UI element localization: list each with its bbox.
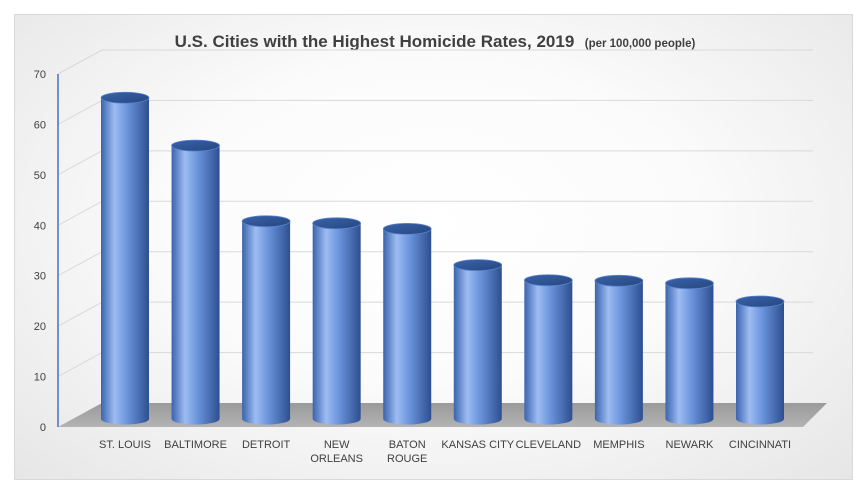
x-tick-label: NEW ORLEANS: [310, 439, 363, 465]
bar-cincinnati: [735, 295, 785, 425]
bar-kansas-city: [453, 259, 503, 425]
gridline: [57, 251, 103, 277]
y-tick-label: 10: [34, 372, 46, 384]
y-tick-label: 20: [34, 321, 46, 333]
bar-body: [171, 145, 220, 425]
bar-st-louis: [100, 91, 150, 425]
bar-baltimore: [171, 139, 220, 425]
chart-title-sub: (per 100,000 people): [585, 38, 696, 50]
x-tick-label: BATON ROUGE: [387, 439, 427, 465]
bar-baton-rouge: [382, 222, 432, 425]
bar-top: [100, 91, 150, 104]
bar-body: [383, 228, 432, 425]
bar-body: [242, 221, 291, 425]
bar-body: [101, 97, 149, 425]
x-tick-label: CINCINNATI: [729, 439, 791, 451]
x-tick-label: BALTIMORE: [164, 439, 227, 451]
y-tick-label: 0: [40, 422, 46, 434]
x-tick-label: ST. LOUIS: [99, 439, 151, 451]
bar-top: [241, 215, 291, 228]
gridline: [57, 200, 103, 226]
bar-cleveland: [523, 274, 573, 425]
bar-newark: [665, 277, 714, 425]
gridline: [57, 49, 103, 75]
bar-top: [453, 259, 503, 272]
bar-detroit: [241, 215, 291, 425]
y-tick-label: 40: [34, 220, 46, 232]
y-tick-label: 60: [34, 119, 46, 131]
gridline: [57, 301, 103, 327]
gridline: [57, 99, 103, 125]
x-tick-label: NEWARK: [666, 439, 715, 451]
gridline: [57, 150, 103, 176]
x-axis-labels: ST. LOUIS BALTIMORE DETROIT NEW ORLEANS BATON…: [99, 439, 791, 465]
bar-top: [312, 217, 362, 230]
gridlines: [57, 49, 813, 378]
bar-top: [735, 295, 785, 308]
gridline: [57, 352, 103, 378]
bar-body: [453, 265, 502, 425]
bar-chart: U.S. Cities with the Highest Homicide Ra…: [34, 32, 827, 465]
x-tick-label: KANSAS CITY: [441, 439, 514, 451]
y-tick-label: 30: [34, 271, 46, 283]
bars: [100, 91, 785, 425]
bar-body: [665, 283, 714, 425]
x-tick-label: MEMPHIS: [593, 439, 644, 451]
bar-memphis: [594, 274, 644, 425]
chart-title: U.S. Cities with the Highest Homicide Ra…: [175, 32, 696, 51]
bar-body: [736, 301, 784, 425]
x-tick-label: CLEVELAND: [516, 439, 581, 451]
chart-title-main: U.S. Cities with the Highest Homicide Ra…: [175, 32, 575, 51]
bar-top: [523, 274, 573, 287]
y-tick-label: 50: [34, 170, 46, 182]
chart-area: U.S. Cities with the Highest Homicide Ra…: [14, 14, 853, 480]
bar-new-orleans: [312, 217, 362, 425]
bar-body: [594, 280, 643, 425]
bar-body: [524, 280, 573, 425]
y-axis: 0 10 20 30 40 50 60 70: [34, 69, 59, 434]
bar-top: [665, 277, 714, 290]
bar-body: [312, 223, 361, 425]
bar-top: [594, 274, 644, 287]
bar-top: [171, 139, 220, 152]
x-tick-label: DETROIT: [242, 439, 291, 451]
y-tick-label: 70: [34, 69, 46, 81]
bar-top: [382, 222, 432, 235]
